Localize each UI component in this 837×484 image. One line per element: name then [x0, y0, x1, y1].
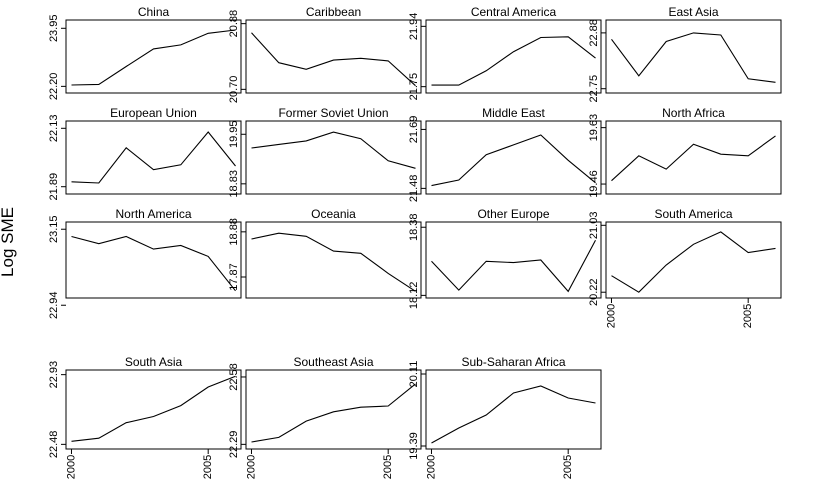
x-tick-label: 2000 — [605, 304, 617, 328]
panel-central-america: Central America 21.75 21.94 — [408, 5, 602, 101]
y-tick-label: 22.20 — [48, 73, 60, 101]
panel-frame — [605, 120, 782, 195]
panel-title: South Asia — [125, 355, 183, 369]
y-tick-label: 22.29 — [228, 431, 240, 459]
panel-frame — [245, 369, 422, 450]
y-tick-label: 23.15 — [48, 215, 60, 243]
series-line — [431, 240, 596, 293]
y-tick-label: 19.63 — [588, 114, 600, 142]
series-line — [431, 134, 596, 187]
panel-title: Caribbean — [306, 5, 361, 19]
y-tick-label: 18.83 — [228, 170, 240, 198]
y-tick-label: 21.94 — [408, 13, 420, 41]
series-line — [611, 32, 776, 83]
panel-china: China 22.20 23.95 — [48, 5, 242, 101]
y-tick-label: 18.12 — [408, 282, 420, 310]
series-line — [431, 36, 596, 86]
series-line — [251, 383, 416, 443]
panel-southeast-asia: Southeast Asia 22.29 22.58 2000 2005 — [228, 355, 422, 479]
panel-frame — [65, 369, 242, 450]
panel-frame — [65, 120, 242, 195]
y-tick-label: 23.95 — [48, 15, 60, 43]
series-line — [611, 231, 776, 293]
panel-title: South America — [654, 207, 732, 221]
y-tick-label: 21.69 — [408, 116, 420, 144]
series-line — [71, 235, 236, 292]
y-tick-label: 22.13 — [48, 115, 60, 143]
y-tick-label: 19.46 — [588, 170, 600, 198]
panel-title: European Union — [110, 106, 197, 120]
y-tick-label: 22.88 — [588, 19, 600, 47]
x-tick-label: 2000 — [425, 455, 437, 479]
panel-other-europe: Other Europe 18.12 18.38 — [408, 207, 602, 310]
series-line — [251, 32, 416, 87]
panel-title: Former Soviet Union — [278, 106, 388, 120]
y-tick-label: 22.48 — [48, 431, 60, 459]
y-tick-label: 20.70 — [228, 76, 240, 104]
panel-frame — [65, 19, 242, 94]
series-line — [251, 131, 416, 169]
panel-former-soviet-union: Former Soviet Union 18.83 19.95 — [228, 106, 422, 198]
panel-frame — [425, 221, 602, 299]
panel-title: East Asia — [668, 5, 718, 19]
panel-title: Other Europe — [477, 207, 549, 221]
x-tick-label: 2005 — [562, 455, 574, 479]
panel-sub-saharan-africa: Sub-Saharan Africa 19.39 20.11 2000 2005 — [408, 355, 602, 479]
panel-south-america: South America 20.22 21.03 2000 2005 — [588, 207, 782, 328]
panel-title: North Africa — [662, 106, 725, 120]
panel-frame — [425, 19, 602, 94]
panel-frame — [605, 221, 782, 299]
y-tick-label: 19.95 — [228, 121, 240, 149]
y-tick-label: 18.38 — [408, 213, 420, 241]
series-line — [71, 375, 236, 442]
x-tick-label: 2000 — [245, 455, 257, 479]
series-line — [71, 131, 236, 184]
panel-european-union: European Union 21.89 22.13 — [48, 106, 242, 201]
y-tick-label: 20.88 — [228, 10, 240, 38]
y-tick-label: 18.88 — [228, 218, 240, 246]
y-tick-label: 21.89 — [48, 173, 60, 201]
panel-frame — [245, 120, 422, 195]
panel-caribbean: Caribbean 20.70 20.88 — [228, 5, 422, 104]
y-tick-label: 17.87 — [228, 263, 240, 291]
panel-title: Southeast Asia — [293, 355, 373, 369]
x-tick-label: 2005 — [382, 455, 394, 479]
y-tick-label: 21.75 — [408, 73, 420, 101]
panel-frame — [245, 221, 422, 299]
y-tick-label: 20.11 — [408, 361, 420, 388]
panel-frame — [425, 120, 602, 195]
y-tick-label: 21.03 — [588, 212, 600, 240]
y-tick-label: 22.93 — [48, 361, 60, 389]
panel-title: Oceania — [311, 207, 356, 221]
panel-frame — [425, 369, 602, 450]
x-tick-label: 2005 — [202, 455, 214, 479]
panel-title: North America — [115, 207, 191, 221]
panel-title: Middle East — [482, 106, 545, 120]
panel-oceania: Oceania 17.87 18.88 — [228, 207, 422, 299]
series-line — [71, 29, 236, 86]
panel-north-africa: North Africa 19.46 19.63 — [588, 106, 782, 198]
series-line — [251, 232, 416, 292]
y-tick-label: 22.58 — [228, 363, 240, 391]
panel-frame — [65, 221, 242, 299]
panel-frame — [245, 19, 422, 94]
y-tick-label: 22.94 — [48, 291, 60, 319]
panel-middle-east: Middle East 21.48 21.69 — [408, 106, 602, 203]
panel-east-asia: East Asia 22.75 22.88 — [588, 5, 782, 103]
series-line — [431, 385, 596, 444]
y-tick-label: 20.22 — [588, 278, 600, 306]
panel-title: Central America — [471, 5, 557, 19]
y-tick-label: 21.48 — [408, 175, 420, 203]
y-tick-label: 22.75 — [588, 75, 600, 103]
panel-title: China — [138, 5, 170, 19]
panel-frame — [605, 19, 782, 94]
x-tick-label: 2005 — [742, 304, 754, 328]
series-line — [611, 135, 776, 182]
y-tick-label: 19.39 — [408, 432, 420, 460]
panel-north-america: North America 22.94 23.15 — [48, 207, 242, 319]
x-tick-label: 2000 — [65, 455, 77, 479]
panel-title: Sub-Saharan Africa — [461, 355, 565, 369]
panel-south-asia: South Asia 22.48 22.93 2000 2005 — [48, 355, 242, 479]
